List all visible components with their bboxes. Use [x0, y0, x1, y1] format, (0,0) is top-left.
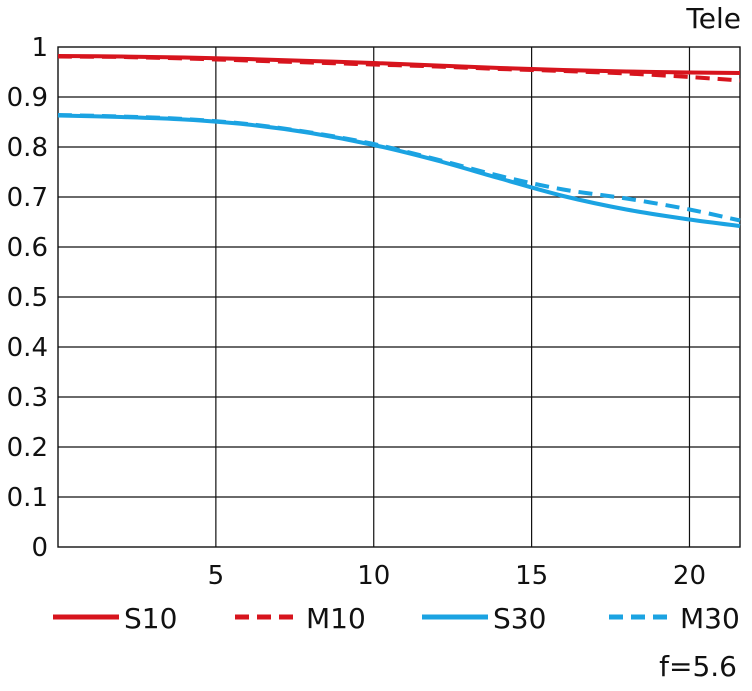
- y-tick-label: 0.9: [7, 83, 48, 113]
- x-tick-label: 15: [515, 561, 548, 591]
- legend-label-s30: S30: [493, 602, 546, 635]
- y-tick-label: 0.8: [7, 133, 48, 163]
- legend-label-m30: M30: [680, 602, 740, 635]
- x-tick-label: 5: [208, 561, 225, 591]
- y-tick-label: 0: [31, 533, 48, 563]
- series-line-m10: [57, 54, 741, 83]
- y-tick-label: 0.1: [7, 483, 48, 513]
- y-tick-label: 0.4: [7, 333, 48, 363]
- y-tick-label: 0.2: [7, 433, 48, 463]
- y-tick-label: 0.7: [7, 183, 48, 213]
- legend-layer: S10 M10 S30 M30: [53, 602, 740, 635]
- y-tick-label: 0.5: [7, 283, 48, 313]
- x-tick-label: 20: [673, 561, 706, 591]
- grid-layer: [57, 46, 741, 548]
- y-tick-label: 1: [31, 33, 48, 63]
- series-layer: [57, 54, 741, 228]
- legend-label-m10: M10: [306, 602, 366, 635]
- chart-title: Tele: [685, 2, 741, 35]
- series-line-m30: [57, 113, 741, 223]
- y-tick-label: 0.6: [7, 233, 48, 263]
- legend-label-s10: S10: [124, 602, 177, 635]
- axis-layer: 00.10.20.30.40.50.60.70.80.915 10 15 20: [7, 33, 706, 591]
- y-tick-label: 0.3: [7, 383, 48, 413]
- series-line-s30: [57, 113, 741, 228]
- x-tick-label: 10: [357, 561, 390, 591]
- chart-note: f=5.6: [659, 650, 737, 683]
